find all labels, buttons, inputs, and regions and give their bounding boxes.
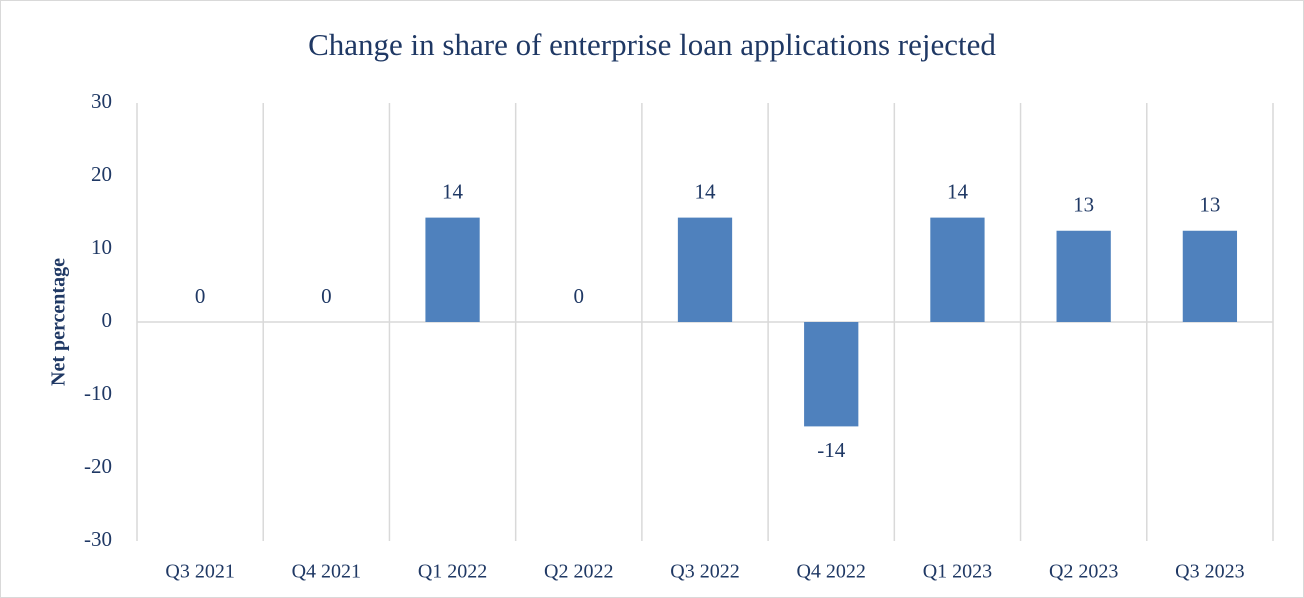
y-tick-label: 10 <box>91 235 112 259</box>
data-label: -14 <box>817 438 845 462</box>
x-tick-label: Q3 2023 <box>1175 561 1244 583</box>
x-tick-label: Q1 2022 <box>418 561 487 583</box>
y-tick-label: 0 <box>102 308 113 332</box>
data-label: 0 <box>574 284 585 308</box>
data-label: 0 <box>195 284 206 308</box>
data-label: 0 <box>321 284 332 308</box>
y-tick-label: 30 <box>91 89 112 113</box>
bar <box>425 217 480 322</box>
chart-title: Change in share of enterprise loan appli… <box>308 27 996 62</box>
y-axis-title: Net percentage <box>48 258 70 386</box>
y-tick-label: -20 <box>84 454 112 478</box>
bar <box>1056 230 1111 322</box>
x-tick-label: Q1 2023 <box>923 561 992 583</box>
data-label: 14 <box>947 179 969 203</box>
y-tick-label: 20 <box>91 162 112 186</box>
x-tick-label: Q3 2021 <box>165 561 234 583</box>
data-label: 13 <box>1073 193 1094 217</box>
x-tick-label: Q2 2023 <box>1049 561 1118 583</box>
bar <box>1182 230 1238 322</box>
y-tick-label: -30 <box>84 527 112 551</box>
bar <box>930 217 985 322</box>
data-label: 14 <box>442 179 464 203</box>
x-tick-label: Q4 2022 <box>796 561 865 583</box>
bar <box>804 322 859 427</box>
x-tick-label: Q4 2021 <box>292 561 361 583</box>
x-tick-label: Q2 2022 <box>544 561 613 583</box>
data-label: 14 <box>695 179 717 203</box>
y-tick-label: -10 <box>84 381 112 405</box>
bar <box>677 217 733 322</box>
x-tick-label: Q3 2022 <box>670 561 739 583</box>
data-label: 13 <box>1199 193 1220 217</box>
